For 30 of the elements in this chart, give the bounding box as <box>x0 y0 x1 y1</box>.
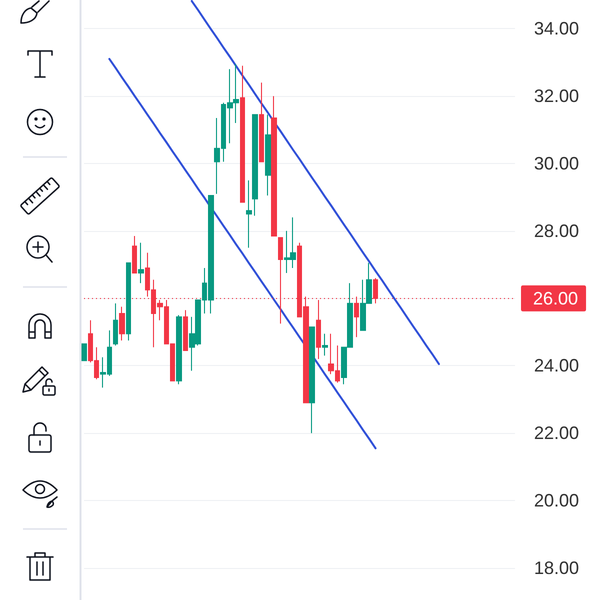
candlestick <box>271 96 277 236</box>
candlestick <box>113 302 118 346</box>
y-tick-label: 34.00 <box>534 18 580 39</box>
candlestick <box>183 310 188 352</box>
candlestick <box>176 314 182 385</box>
y-tick-label: 20.00 <box>534 490 580 511</box>
candlestick <box>316 300 321 360</box>
y-tick-label: 32.00 <box>534 86 580 106</box>
candlestick <box>278 237 283 324</box>
candlestick <box>354 296 359 338</box>
candlestick <box>246 180 252 248</box>
candlestick <box>252 114 258 216</box>
candlestick <box>138 242 144 284</box>
candlestick <box>126 262 131 341</box>
candlestick <box>322 333 328 356</box>
candlestick <box>132 235 137 274</box>
ref-line-label: 26.00 <box>533 288 578 308</box>
y-tick-label: 22.00 <box>534 423 580 444</box>
line-series <box>108 58 377 450</box>
candlestick <box>81 343 87 362</box>
line-series <box>190 0 440 366</box>
candlestick <box>240 65 245 203</box>
y-tick-label: 28.00 <box>534 220 580 241</box>
candlestick <box>119 306 125 341</box>
y-tick-label: 30.00 <box>534 153 580 174</box>
y-tick-label: 24.00 <box>534 356 580 376</box>
candlestick <box>265 114 271 196</box>
candlestick <box>309 326 315 434</box>
candlestick <box>259 82 264 162</box>
y-tick-label: 18.00 <box>534 558 580 578</box>
